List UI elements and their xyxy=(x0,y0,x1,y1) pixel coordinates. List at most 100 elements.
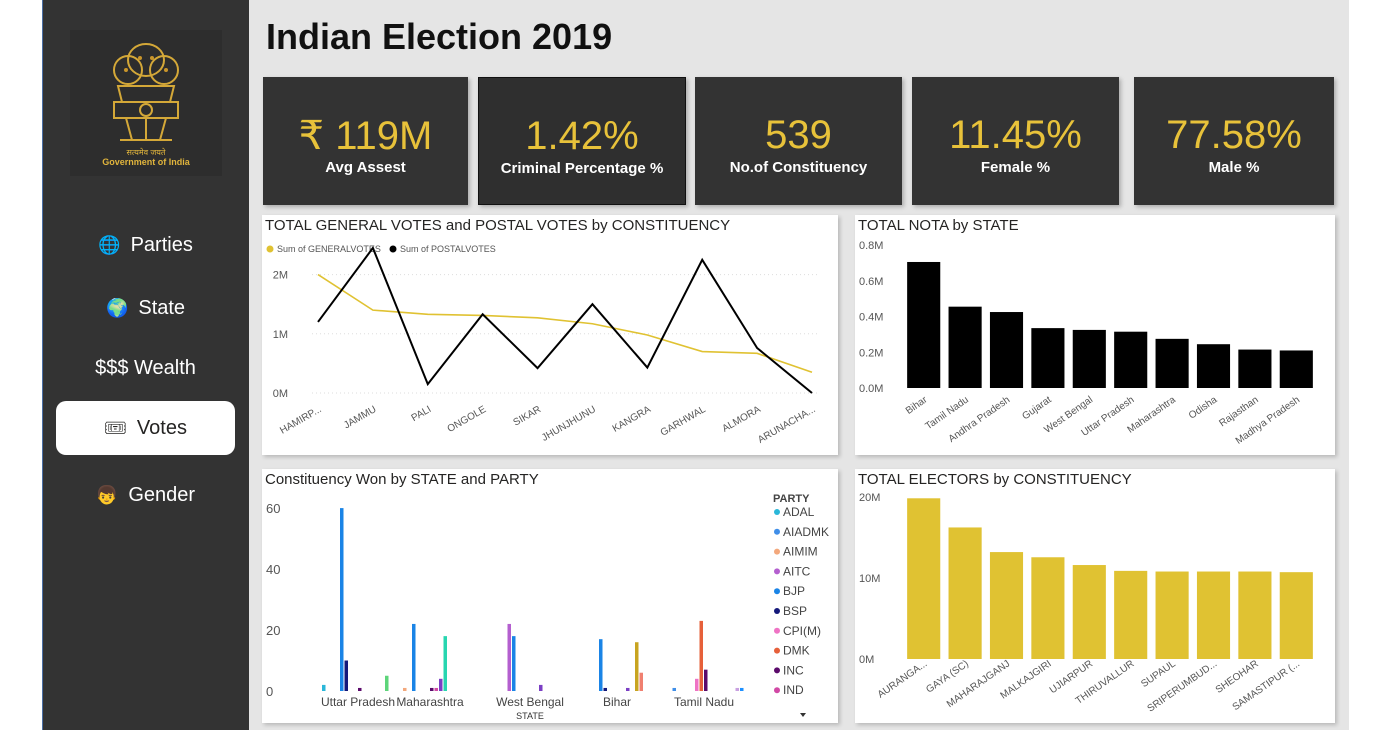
x-tick-label: Bihar xyxy=(904,394,930,417)
kpi-value: ₹ 119M xyxy=(298,114,433,158)
legend-label: Sum of GENERALVOTES xyxy=(277,244,381,254)
bar xyxy=(735,687,739,691)
legend-marker xyxy=(774,509,780,515)
nav-item-wealth[interactable]: $$$ Wealth xyxy=(56,341,235,395)
x-tick-label: Uttar Pradesh xyxy=(321,695,395,709)
legend-label: ADAL xyxy=(783,505,815,519)
logo-caption: Government of India xyxy=(102,157,190,167)
x-tick-label: SUPAUL xyxy=(1139,658,1178,690)
nav-label: State xyxy=(138,296,186,319)
kpi-card-constituency[interactable]: 539 No.of Constituency xyxy=(695,77,902,205)
bar xyxy=(1155,338,1189,388)
bar xyxy=(907,261,941,388)
kpi-value: 11.45% xyxy=(949,113,1082,157)
kpi-label: Avg Assest xyxy=(325,159,406,176)
y-tick-label: 0.0M xyxy=(859,383,883,395)
bar xyxy=(1114,331,1148,388)
globe-icon: 🌐 xyxy=(98,234,121,255)
bar xyxy=(1279,350,1313,388)
bar xyxy=(1031,557,1065,659)
x-tick-label: SIKAR xyxy=(512,404,543,429)
bar xyxy=(989,552,1024,659)
bar xyxy=(599,639,603,691)
bar xyxy=(403,687,407,691)
bar xyxy=(1114,570,1148,659)
votes-line-chart-panel[interactable]: TOTAL GENERAL VOTES and POSTAL VOTES by … xyxy=(262,215,838,455)
legend-label: AIADMK xyxy=(783,525,829,539)
bar xyxy=(412,623,416,691)
legend-marker xyxy=(266,245,274,253)
bar xyxy=(512,636,516,691)
chart-title: TOTAL NOTA by STATE xyxy=(858,217,1019,234)
kpi-label: Male % xyxy=(1208,159,1260,176)
x-tick-label: AURANGA... xyxy=(876,658,930,700)
nav-item-parties[interactable]: 🌐 Parties xyxy=(56,218,235,272)
bar xyxy=(1196,344,1231,388)
emblem-logo: सत्यमेव जयते Government of India xyxy=(70,30,222,176)
nav-item-votes[interactable]: 🎟 Votes xyxy=(56,401,235,455)
nota-bar-chart-panel[interactable]: TOTAL NOTA by STATE 0.0M 0.2M 0.4M 0.6M 0.8M… xyxy=(855,215,1335,455)
x-tick-label: ONGOLE xyxy=(446,404,489,435)
bar xyxy=(358,687,362,691)
nav-label: $$$ Wealth xyxy=(95,356,196,379)
x-axis-title: STATE xyxy=(516,711,544,721)
kpi-value: 77.58% xyxy=(1166,113,1302,157)
bar xyxy=(704,669,708,691)
y-tick-label: 10M xyxy=(859,573,880,585)
x-tick-label: ARUNACHA... xyxy=(756,404,817,446)
nav-label: Gender xyxy=(128,483,196,506)
legend-label: CPI(M) xyxy=(783,624,821,638)
kpi-card-criminal[interactable]: 1.42% Criminal Percentage % xyxy=(478,77,686,205)
kpi-card-female[interactable]: 11.45% Female % xyxy=(912,77,1119,205)
nav-item-state[interactable]: 🌍 State xyxy=(56,281,235,335)
nav-item-gender[interactable]: 👦 Gender xyxy=(56,468,235,522)
legend-marker xyxy=(774,548,780,555)
bar xyxy=(434,687,438,691)
kpi-label: Criminal Percentage % xyxy=(500,160,664,177)
bar xyxy=(603,687,607,691)
kpi-card-male[interactable]: 77.58% Male % xyxy=(1134,77,1334,205)
legend-marker xyxy=(389,245,397,253)
bar xyxy=(443,636,447,691)
y-tick-label: 0.2M xyxy=(859,347,883,359)
x-tick-label: GARHWAL xyxy=(659,404,708,439)
legend-label: INC xyxy=(783,663,804,677)
x-tick-label: JHUNJHUNU xyxy=(540,404,598,444)
y-tick-label: 0.6M xyxy=(859,276,883,288)
bar xyxy=(1072,329,1106,388)
x-tick-label: JAMMU xyxy=(342,404,378,431)
bar xyxy=(1238,349,1272,388)
legend-marker xyxy=(774,647,780,654)
boy-icon: 👦 xyxy=(95,484,119,505)
legend-marker xyxy=(774,687,780,694)
legend-marker xyxy=(774,608,780,614)
bar xyxy=(948,527,982,659)
legend-scroll-down-icon xyxy=(800,713,806,717)
bar xyxy=(635,642,639,691)
constituency-won-chart-panel[interactable]: Constituency Won by STATE and PARTY 0 20 4… xyxy=(262,469,838,723)
kpi-card-avg-asset[interactable]: ₹ 119M Avg Assest xyxy=(263,77,468,205)
y-tick-label: 20M xyxy=(859,492,880,504)
chart-title: TOTAL ELECTORS by CONSTITUENCY xyxy=(858,471,1132,488)
y-tick-label: 1M xyxy=(273,329,288,341)
y-tick-label: 0 xyxy=(266,684,273,699)
series-line-postal xyxy=(317,245,813,394)
bar xyxy=(695,678,699,691)
y-tick-label: 0.8M xyxy=(859,240,883,252)
bar xyxy=(507,623,511,691)
bar xyxy=(1279,572,1313,659)
x-tick-label: PALI xyxy=(410,404,434,424)
emblem-icon xyxy=(113,43,179,141)
bar xyxy=(539,684,543,691)
legend-label: AIMIM xyxy=(783,545,818,559)
electors-bar-chart-panel[interactable]: TOTAL ELECTORS by CONSTITUENCY 0M 10M 20M A… xyxy=(855,469,1335,723)
bar xyxy=(439,678,443,691)
kpi-value: 539 xyxy=(765,113,832,157)
legend-label: DMK xyxy=(783,644,810,658)
right-margin xyxy=(1349,0,1379,730)
x-tick-label: ALMORA xyxy=(721,404,763,435)
x-tick-label: Bihar xyxy=(603,695,631,709)
legend-label: AITC xyxy=(783,564,811,578)
